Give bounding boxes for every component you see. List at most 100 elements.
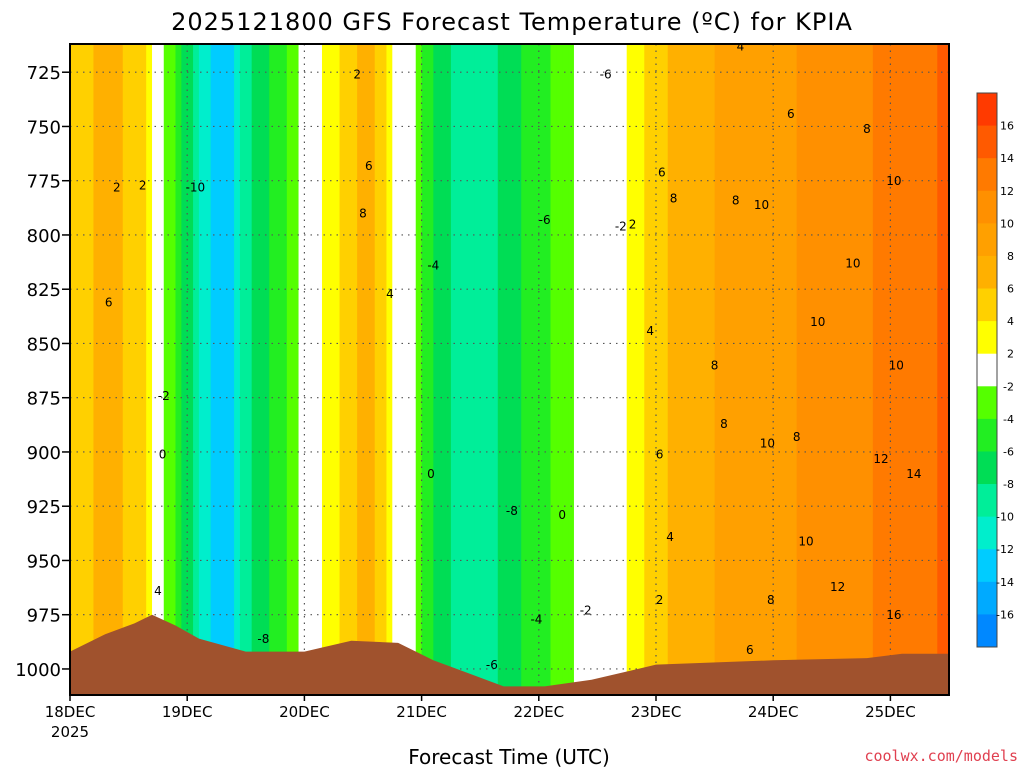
contour-label: -6 <box>486 658 498 672</box>
contour-label: -6 <box>600 68 612 82</box>
temperature-band <box>316 44 323 695</box>
temperature-band <box>169 44 177 695</box>
contour-label: 2 <box>629 217 637 231</box>
temperature-band <box>509 44 516 695</box>
temperature-band <box>75 44 83 695</box>
temperature-band <box>802 44 809 695</box>
colorbar-swatch <box>977 581 997 615</box>
temperature-band <box>421 44 429 695</box>
colorbar-label: 10 <box>1000 217 1014 230</box>
contour-label: -2 <box>615 220 627 234</box>
temperature-band <box>773 44 780 695</box>
temperature-band <box>216 44 223 695</box>
temperature-band <box>222 44 229 695</box>
temperature-band <box>398 44 405 695</box>
temperature-band <box>702 44 710 695</box>
colorbar-label: -8 <box>1003 478 1014 491</box>
temperature-band <box>614 44 622 695</box>
temperature-band <box>181 44 188 695</box>
temperature-band <box>814 44 821 695</box>
x-tick-label: 18DEC <box>45 703 96 721</box>
temperature-band <box>925 44 933 695</box>
temperature-band <box>726 44 733 695</box>
temperature-band <box>81 44 89 695</box>
temperature-band <box>111 44 118 695</box>
temperature-band <box>327 44 335 695</box>
colorbar-swatch <box>977 484 997 518</box>
x-axis-label: Forecast Time (UTC) <box>408 745 610 768</box>
temperature-band <box>386 44 393 695</box>
contour-label: 10 <box>886 174 901 188</box>
temperature-band <box>450 44 458 695</box>
temperature-band <box>913 44 921 695</box>
colorbar-label: -10 <box>996 511 1014 524</box>
temperature-band <box>650 44 657 695</box>
temperature-band <box>779 44 786 695</box>
temperature-band <box>644 44 651 695</box>
y-tick-label: 975 <box>27 606 61 627</box>
temperature-band <box>673 44 681 695</box>
temperature-band <box>878 44 886 695</box>
temperature-band <box>568 44 575 695</box>
colorbar-label: 12 <box>1000 185 1014 198</box>
colorbar-label: -12 <box>996 543 1014 556</box>
temperature-band <box>679 44 686 695</box>
temperature-band <box>784 44 792 695</box>
contour-label: 10 <box>754 198 769 212</box>
contour-label: 10 <box>760 437 775 451</box>
temperature-band <box>609 44 616 695</box>
temperature-band <box>861 44 868 695</box>
temperature-band <box>603 44 610 695</box>
y-tick-label: 925 <box>27 497 61 518</box>
temperature-band <box>714 44 722 695</box>
temperature-band <box>374 44 382 695</box>
y-tick-label: 775 <box>27 172 61 193</box>
temperature-band <box>638 44 645 695</box>
temperature-band <box>749 44 757 695</box>
grid-lines <box>70 44 949 695</box>
temperature-band <box>339 44 347 695</box>
temperature-band <box>251 44 259 695</box>
temperature-band <box>591 44 598 695</box>
colorbar-label: 14 <box>1000 152 1014 165</box>
colorbar-label: -4 <box>1003 413 1014 426</box>
temperature-band <box>333 44 341 695</box>
y-tick-label: 750 <box>27 117 61 138</box>
temperature-band <box>837 44 845 695</box>
temperature-band <box>808 44 815 695</box>
temperature-band <box>474 44 481 695</box>
contour-label: 14 <box>906 467 921 481</box>
temperature-band <box>532 44 540 695</box>
contour-label: 6 <box>105 296 113 310</box>
temperature-band <box>345 44 352 695</box>
contour-label: 10 <box>889 359 904 373</box>
contour-label: -8 <box>506 504 518 518</box>
x-tick-label: 23DEC <box>631 703 682 721</box>
temperature-band <box>790 44 798 695</box>
contour-label: 2 <box>656 593 664 607</box>
contour-label: 10 <box>798 534 813 548</box>
contour-label: 4 <box>154 584 162 598</box>
temperature-band <box>761 44 768 695</box>
temperature-band <box>902 44 909 695</box>
contour-label: 4 <box>666 530 674 544</box>
terrain-surface <box>70 614 949 695</box>
temperature-band <box>573 44 581 695</box>
temperature-band <box>298 44 305 695</box>
temperature-band <box>310 44 317 695</box>
temperature-band <box>931 44 938 695</box>
temperature-band <box>275 44 282 695</box>
temperature-band <box>890 44 897 695</box>
temperature-field <box>70 44 949 695</box>
colorbar-label: -14 <box>996 576 1014 589</box>
colorbar-swatch <box>977 158 997 192</box>
temperature-band <box>445 44 452 695</box>
y-tick-label: 725 <box>27 63 61 84</box>
colorbar-swatch <box>977 614 997 648</box>
temperature-band <box>907 44 915 695</box>
contour-label: 8 <box>670 191 678 205</box>
contour-label: 8 <box>863 122 871 136</box>
temperature-band <box>234 44 241 695</box>
